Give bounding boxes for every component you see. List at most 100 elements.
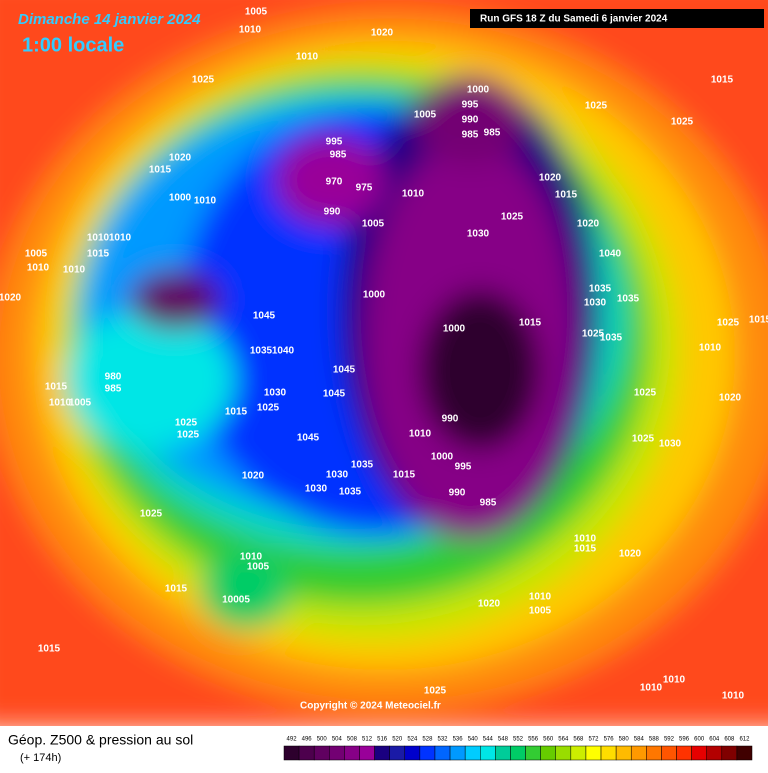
legend-swatch: [676, 745, 692, 761]
isobar-label: 1030: [326, 470, 349, 481]
legend-label: 580: [619, 737, 630, 743]
isobar-label: 1035: [589, 284, 612, 295]
isobar-label: 1020: [169, 153, 192, 164]
isobar-label: 1025: [177, 430, 200, 441]
legend-label: 612: [739, 737, 750, 743]
legend-swatch: [313, 745, 330, 761]
legend-swatch: [736, 745, 753, 761]
legend-label: 604: [709, 737, 720, 743]
legend-label: 504: [332, 737, 343, 743]
isobar-label: 985: [480, 498, 497, 509]
isobar-label: 1005: [529, 606, 552, 617]
isobar-label: 1010: [49, 398, 72, 409]
legend-label: 524: [407, 737, 418, 743]
isobar-label: 1010: [63, 265, 86, 276]
legend-swatch: [495, 745, 511, 761]
isobar-label: 1005: [245, 7, 268, 18]
legend: 492 496 500 504 508 512 516 520 524 528 532 536 540 5…: [283, 737, 753, 761]
isobar-label: 1020: [371, 28, 394, 39]
isobar-label: 1010: [409, 429, 432, 440]
legend-swatch: [404, 745, 421, 761]
isobar-label: 970: [326, 177, 343, 188]
isobar-label: 1015: [225, 407, 248, 418]
isobar-label: 1015: [38, 644, 61, 655]
legend-swatch: [329, 745, 345, 761]
isobar-label: 1045: [323, 389, 346, 400]
legend-swatch: [706, 745, 723, 761]
isobar-label: 1015: [87, 249, 110, 260]
legend-label: 608: [724, 737, 735, 743]
legend-label: 516: [377, 737, 388, 743]
legend-swatch: [434, 745, 451, 761]
legend-label: 572: [588, 737, 599, 743]
isobar-label: 1025: [585, 101, 608, 112]
isobar-label: 1005: [362, 219, 385, 230]
copyright: Copyright © 2024 Meteociel.fr: [300, 701, 441, 712]
legend-label: 508: [347, 737, 358, 743]
legend-swatch: [525, 745, 541, 761]
isobar-label: 1025: [582, 329, 605, 340]
isobar-label: 1035: [617, 294, 640, 305]
height-field: [0, 0, 768, 730]
isobar-label: 1020: [577, 219, 600, 230]
isobar-label: 1010: [87, 233, 110, 244]
isobar-label: 1010: [402, 189, 425, 200]
legend-label: 552: [513, 737, 524, 743]
legend-swatch: [661, 745, 677, 761]
isobar-label: 1040: [599, 249, 622, 260]
legend-label: 596: [679, 737, 690, 743]
legend-swatch: [615, 745, 632, 761]
isobar-label: 990: [442, 414, 459, 425]
isobar-label: 995: [462, 100, 479, 111]
run-banner: [470, 9, 764, 28]
isobar-label: 1000: [363, 290, 386, 301]
isobar-label: 1010: [722, 691, 745, 702]
legend-swatch: [374, 745, 390, 761]
legend-label: 600: [694, 737, 705, 743]
isobar-label: 1015: [711, 75, 734, 86]
legend-label: 500: [317, 737, 328, 743]
isobar-label: 1035: [339, 487, 362, 498]
legend-swatch: [510, 745, 526, 761]
isobar-label: 980: [105, 372, 122, 383]
isobar-label: 1015: [45, 382, 68, 393]
legend-label: 528: [422, 737, 433, 743]
isobar-label: 1020: [0, 293, 22, 304]
isobar-label: 1035: [250, 346, 273, 357]
legend-label: 592: [664, 737, 675, 743]
isobar-label: 10005: [222, 595, 250, 606]
isobar-label: 1010: [194, 196, 217, 207]
isobar-label: 1035: [351, 460, 374, 471]
isobar-label: 1025: [192, 75, 215, 86]
isobar-label: 1000: [443, 324, 466, 335]
legend-label: 584: [634, 737, 645, 743]
run: Run GFS 18 Z du Samedi 6 janvier 2024: [480, 14, 668, 25]
isobar-label: 1025: [671, 117, 694, 128]
isobar-label: 975: [356, 183, 373, 194]
isobar-label: 1045: [297, 433, 320, 444]
isobar-label: 1010: [574, 534, 597, 545]
isobar-label: 1010: [27, 263, 50, 274]
isobar-label: 1045: [333, 365, 356, 376]
isobar-label: 1025: [140, 509, 163, 520]
legend-swatch: [389, 745, 406, 761]
isobar-label: 1025: [632, 434, 655, 445]
isobar-label: 990: [462, 115, 479, 126]
isobar-label: 1035: [600, 333, 623, 344]
legend-swatch: [691, 745, 707, 761]
isobar-label: 1030: [305, 484, 328, 495]
isobar-label: 1010: [699, 343, 722, 354]
legend-label: 588: [649, 737, 660, 743]
legend-label: 576: [604, 737, 615, 743]
isobar-label: 1000: [467, 85, 490, 96]
isobar-label: 1030: [467, 229, 490, 240]
legend-label: 564: [558, 737, 569, 743]
isobar-label: 1010: [239, 25, 262, 36]
isobar-label: 1040: [272, 346, 295, 357]
isobar-label: 1015: [749, 315, 768, 326]
isobar-label: 1005: [69, 398, 92, 409]
isobar-label: 1015: [393, 470, 416, 481]
legend-swatch: [585, 745, 602, 761]
legend-swatch: [646, 745, 662, 761]
legend-label: 532: [438, 737, 449, 743]
